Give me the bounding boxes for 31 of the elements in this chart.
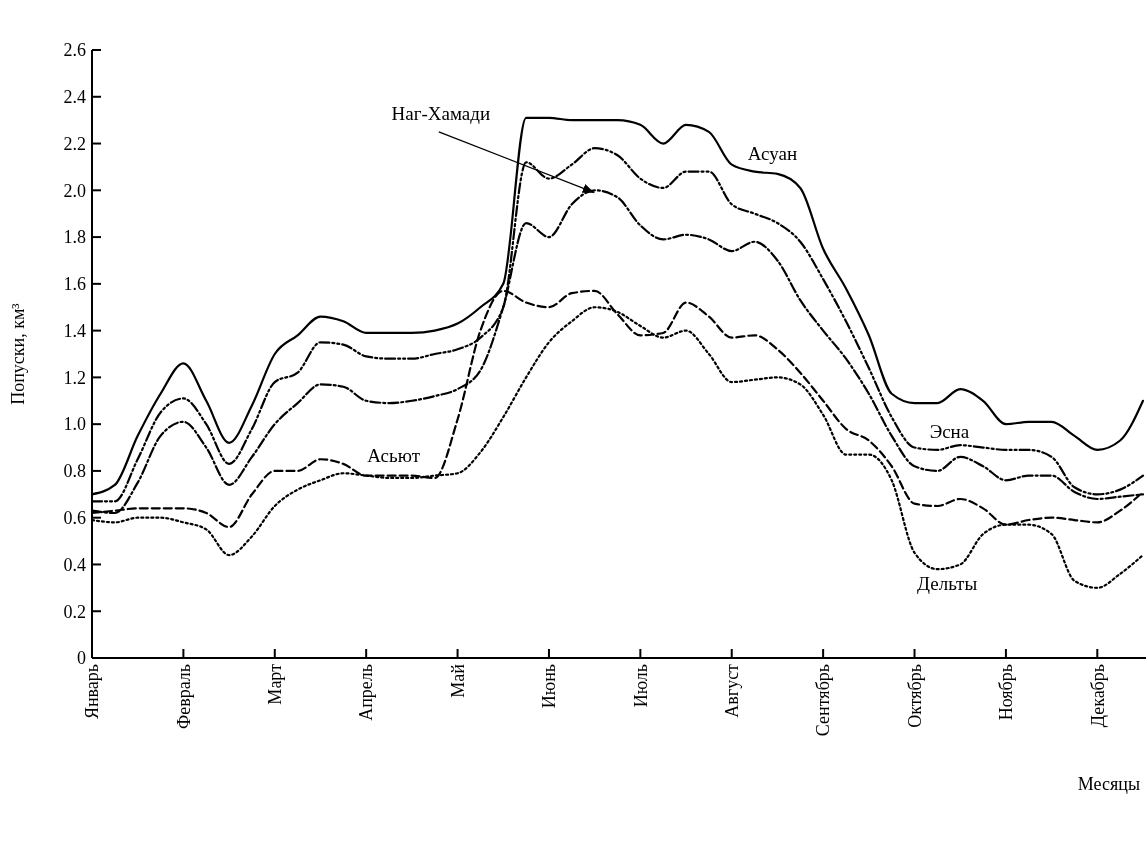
x-tick-label: Июнь	[539, 664, 560, 709]
y-tick-label: 0.6	[63, 507, 86, 528]
x-tick-label: Апрель	[356, 664, 377, 721]
x-tick-label: Ноябрь	[996, 664, 1017, 721]
x-tick-label: Май	[447, 663, 468, 698]
x-tick-label: Октябрь	[904, 664, 925, 728]
x-tick-label: Декабрь	[1087, 664, 1108, 728]
text: Наг-Хамади	[391, 103, 491, 125]
y-tick-label: 1.0	[63, 414, 86, 435]
y-tick-label: 1.4	[63, 320, 86, 341]
y-tick-label: 1.6	[63, 274, 86, 295]
series-label: Асьют	[367, 444, 421, 466]
y-tick-label: 1.2	[63, 367, 86, 388]
y-tick-label: 1.8	[63, 227, 86, 248]
x-tick-label: Сентябрь	[813, 664, 834, 737]
x-tick-label: Март	[265, 663, 286, 705]
x-tick-label: Февраль	[173, 664, 194, 730]
y-tick-label: 0.8	[63, 461, 86, 482]
y-tick-label: 2.6	[63, 40, 86, 61]
y-tick-label: 2.0	[63, 180, 86, 201]
x-tick-label: Июль	[630, 664, 651, 708]
series-label: Асуан	[747, 142, 798, 164]
y-tick-label: 2.2	[63, 133, 86, 154]
y-tick-label: 0.4	[63, 554, 86, 575]
y-tick-label: 0.2	[63, 601, 86, 622]
series-label: Дельты	[917, 573, 978, 595]
series-label: Эсна	[929, 421, 970, 443]
y-tick-label: 2.4	[63, 87, 86, 108]
x-tick-label: Август	[722, 663, 743, 718]
y-axis-title: Попуски, км³	[8, 302, 28, 405]
x-axis-title: Месяцы	[1077, 774, 1140, 794]
